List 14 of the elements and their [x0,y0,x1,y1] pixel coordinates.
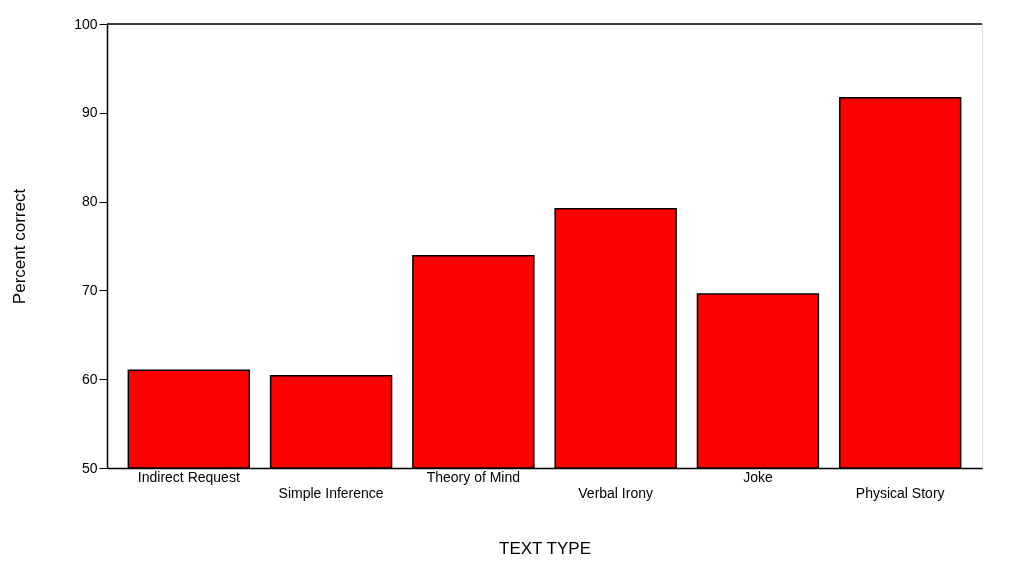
x-tick-label: Theory of Mind [426,468,521,485]
x-axis-title: TEXT TYPE [499,538,591,558]
x-tick-label: Simple Inference [278,484,384,501]
y-tick-label: 60 [81,370,98,387]
x-tick-label: Physical Story [855,484,945,501]
x-tick-label: Joke [743,468,773,485]
y-axis-title: Percent correct [10,188,30,305]
y-tick-label: 70 [81,281,98,298]
y-tick-label: 100 [74,15,98,32]
y-tick-label: 90 [81,104,98,121]
y-tick-label: 50 [81,459,98,476]
y-tick-label: 80 [81,193,98,210]
x-tick-label: Indirect Request [137,468,240,485]
x-tick-label: Verbal Irony [578,484,653,501]
